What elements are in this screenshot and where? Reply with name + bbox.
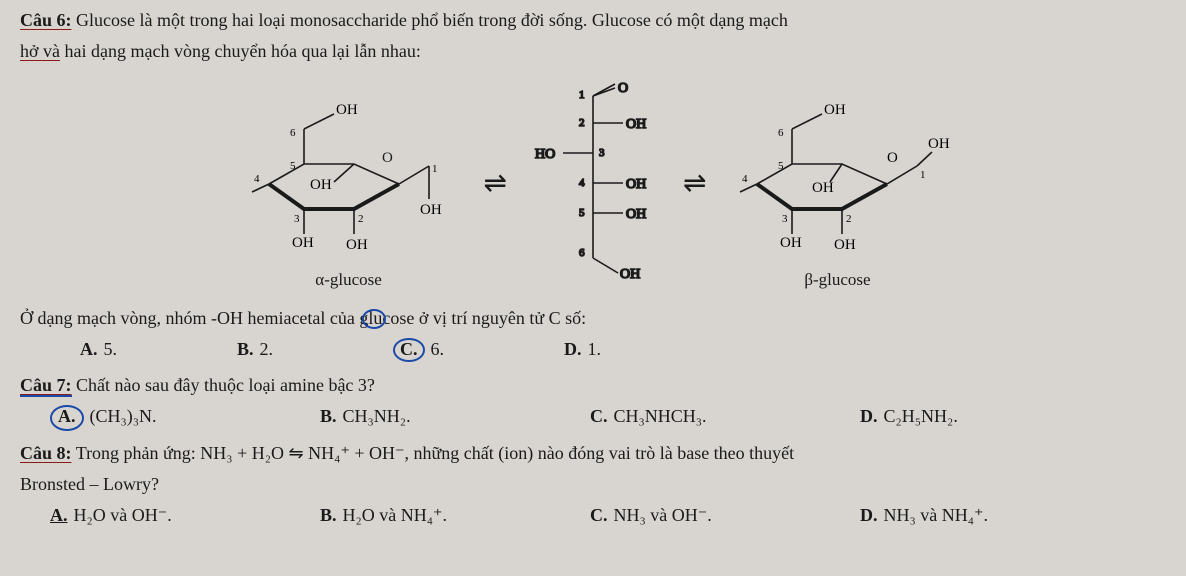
q8-option-d[interactable]: D.NH₃ và NH₄⁺.: [860, 503, 1040, 528]
svg-text:OH: OH: [336, 102, 358, 118]
svg-text:OH: OH: [626, 177, 646, 192]
q6-option-a[interactable]: A.5.: [80, 337, 117, 362]
alpha-glucose-block: O OH 6 5 4 OH 3 OH 2 OH OH 1 α-glucose: [234, 74, 464, 292]
beta-glucose-block: O OH 6 5 4 OH 3 OH 2 OH OH 1 β-glucose: [722, 74, 952, 292]
q6-text2: hở và hai dạng mạch vòng chuyển hóa qua …: [20, 39, 1166, 64]
beta-label: β-glucose: [804, 268, 870, 292]
equilibrium-arrow-2: ⇌: [683, 164, 702, 203]
svg-text:OH: OH: [626, 207, 646, 222]
svg-text:OH: OH: [928, 136, 950, 152]
svg-text:HO: HO: [535, 147, 555, 162]
svg-text:2: 2: [846, 213, 852, 225]
q7-option-d[interactable]: D.C₂H₅NH₂.: [860, 404, 1040, 431]
svg-text:OH: OH: [346, 237, 368, 253]
q7-options: A.(CH₃)₃N. B.CH₃NH₂. C.CH₃NHCH₃. D.C₂H₅N…: [20, 404, 1166, 431]
svg-text:6: 6: [579, 247, 585, 259]
fischer-block: O 1 OH 2 HO 3 OH 4 OH 5 OH: [523, 78, 663, 288]
q8-option-a[interactable]: A.H₂O và OH⁻.: [50, 503, 230, 528]
svg-text:4: 4: [742, 173, 748, 185]
svg-text:5: 5: [778, 160, 784, 172]
svg-text:O: O: [887, 150, 898, 166]
svg-text:OH: OH: [780, 235, 802, 251]
svg-text:OH: OH: [812, 180, 834, 196]
q6-line2-rest: hai dạng mạch vòng chuyển hóa qua lại lẫ…: [60, 41, 421, 61]
svg-text:5: 5: [290, 160, 296, 172]
q8-prompt1: Trong phản ứng: NH₃ + H₂O ⇋ NH₄⁺ + OH⁻, …: [76, 443, 794, 463]
svg-text:OH: OH: [420, 202, 442, 218]
q7-text: Câu 7: Chất nào sau đây thuộc loại amine…: [20, 373, 1166, 398]
svg-text:OH: OH: [824, 102, 846, 118]
svg-text:3: 3: [599, 147, 605, 159]
q6-option-d[interactable]: D.1.: [564, 337, 601, 362]
q8-text: Câu 8: Trong phản ứng: NH₃ + H₂O ⇋ NH₄⁺ …: [20, 441, 1166, 466]
q8-label: Câu 8:: [20, 443, 72, 463]
q6-text: Câu 6: Glucose là một trong hai loại mon…: [20, 8, 1166, 33]
svg-text:3: 3: [294, 213, 300, 225]
q7-option-c[interactable]: C.CH₃NHCH₃.: [590, 404, 770, 431]
q6-prompt: Ở dạng mạch vòng, nhóm -OH hemiacetal củ…: [20, 306, 1166, 331]
q8-options: A.H₂O và OH⁻. B.H₂O và NH₄⁺. C.NH₃ và OH…: [20, 503, 1166, 528]
svg-text:OH: OH: [620, 267, 640, 282]
svg-text:1: 1: [579, 89, 585, 101]
q6-line2-underlined: hở và: [20, 41, 60, 61]
q6-label: Câu 6:: [20, 10, 72, 30]
q7-option-b[interactable]: B.CH₃NH₂.: [320, 404, 500, 431]
svg-text:OH: OH: [626, 117, 646, 132]
q7-option-a[interactable]: A.(CH₃)₃N.: [50, 404, 230, 431]
svg-text:O: O: [618, 81, 628, 96]
alpha-label: α-glucose: [315, 268, 382, 292]
equilibrium-arrow-1: ⇌: [484, 164, 503, 203]
q8-option-b[interactable]: B.H₂O và NH₄⁺.: [320, 503, 500, 528]
svg-text:OH: OH: [292, 235, 314, 251]
q6-option-b[interactable]: B.2.: [237, 337, 273, 362]
q8-text2: Bronsted – Lowry?: [20, 472, 1166, 497]
q7-prompt: Chất nào sau đây thuộc loại amine bậc 3?: [76, 375, 375, 395]
svg-text:1: 1: [920, 169, 926, 181]
svg-text:O: O: [382, 150, 393, 166]
q8-option-c[interactable]: C.NH₃ và OH⁻.: [590, 503, 770, 528]
svg-text:2: 2: [358, 213, 364, 225]
svg-text:OH: OH: [310, 177, 332, 193]
svg-text:6: 6: [290, 127, 296, 139]
svg-text:3: 3: [782, 213, 788, 225]
svg-text:5: 5: [579, 207, 585, 219]
svg-text:4: 4: [579, 177, 585, 189]
q6-options: A.5. B.2. C.6. D.1.: [20, 337, 1166, 362]
svg-text:OH: OH: [834, 237, 856, 253]
svg-text:4: 4: [254, 173, 260, 185]
q6-line1: Glucose là một trong hai loại monosaccha…: [76, 10, 788, 30]
svg-text:2: 2: [579, 117, 585, 129]
q6-option-c[interactable]: C.6.: [393, 337, 444, 362]
svg-text:1: 1: [432, 163, 438, 175]
svg-text:6: 6: [778, 127, 784, 139]
glucose-diagram: O OH 6 5 4 OH 3 OH 2 OH OH 1 α-glucose ⇌: [20, 74, 1166, 292]
q7-label: Câu 7:: [20, 375, 72, 395]
